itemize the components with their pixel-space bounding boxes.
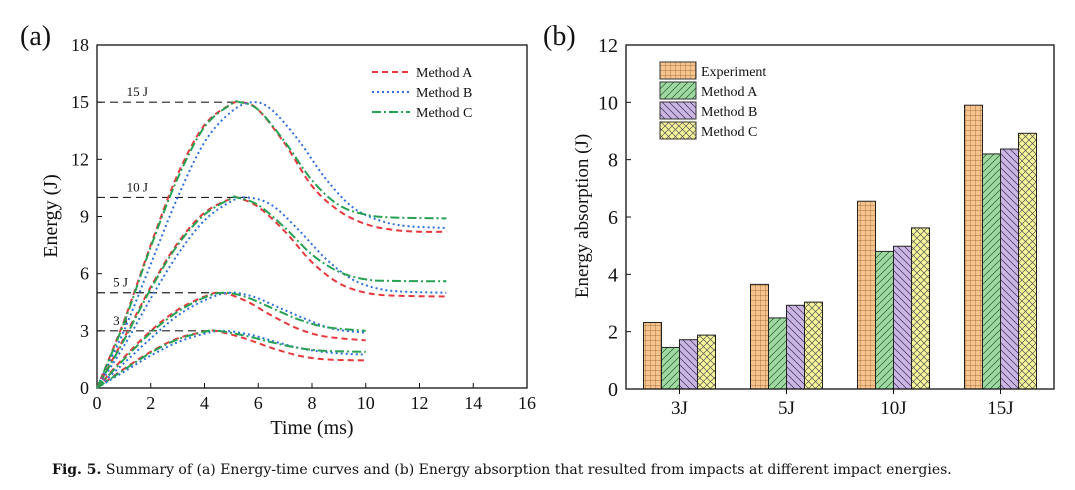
legend-label: Experiment xyxy=(701,65,766,80)
y-tick-label: 6 xyxy=(608,207,618,229)
y-tick-label: 8 xyxy=(608,150,618,172)
y-tick-label: 0 xyxy=(608,379,618,401)
series-line-method-a xyxy=(96,329,366,389)
reference-label: 5 J xyxy=(113,275,128,290)
x-tick-label: 8 xyxy=(308,393,317,413)
bar-method-a xyxy=(875,250,894,390)
y-tick-label: 12 xyxy=(598,35,618,57)
x-tick-label: 4 xyxy=(200,393,209,413)
bar-method-b xyxy=(679,339,698,390)
legend-swatch xyxy=(659,101,697,120)
panel-a-label: (a) xyxy=(20,21,51,52)
legend-label: Method B xyxy=(701,105,757,120)
series-line-method-a xyxy=(96,291,366,389)
series-line-method-c xyxy=(96,329,366,389)
x-tick-label: 5J xyxy=(778,398,795,419)
legend-label: Method A xyxy=(701,85,758,100)
series-line-method-b xyxy=(96,329,366,389)
y-tick-label: 12 xyxy=(71,149,89,169)
legend-label: Method B xyxy=(416,86,472,101)
y-axis-title-b: Energy absorption (J) xyxy=(572,134,593,298)
caption-text: Summary of (a) Energy-time curves and (b… xyxy=(105,462,952,478)
y-tick-label: 15 xyxy=(71,92,89,112)
series-line-method-a xyxy=(96,100,447,389)
bar-method-a xyxy=(982,153,1001,390)
series-line-method-b xyxy=(96,291,366,389)
series-line-method-a xyxy=(96,195,447,389)
legend-label: Method C xyxy=(416,106,472,121)
legend-label: Method C xyxy=(701,125,757,140)
series-line-method-c xyxy=(96,100,447,389)
x-tick-label: 3J xyxy=(671,398,688,419)
series-line-method-c xyxy=(96,195,447,389)
y-tick-label: 4 xyxy=(608,264,618,286)
figure-caption: Fig. 5. Summary of (a) Energy-time curve… xyxy=(52,462,952,478)
x-tick-label: 16 xyxy=(518,393,536,413)
y-tick-label: 6 xyxy=(80,264,89,284)
legend-swatch xyxy=(659,61,697,80)
x-tick-label: 10J xyxy=(880,398,906,419)
x-tick-label: 10 xyxy=(357,393,375,413)
y-tick-label: 9 xyxy=(80,207,89,227)
series-line-method-b xyxy=(96,196,447,389)
bar-experiment xyxy=(857,200,876,390)
bar-experiment xyxy=(750,283,769,390)
x-tick-label: 15J xyxy=(987,398,1013,419)
legend-label: Method A xyxy=(416,66,473,81)
y-tick-label: 10 xyxy=(598,92,618,114)
bar-method-a xyxy=(768,317,787,390)
series-line-method-c xyxy=(96,291,366,389)
y-axis-title-a: Energy (J) xyxy=(40,174,62,258)
panel-b-label: (b) xyxy=(543,21,576,52)
bar-method-c xyxy=(697,334,716,390)
series-line-method-b xyxy=(96,101,447,389)
energy-absorption-chart: 0 2 4 6 8 10 12 3J 5J 10J 15J Experiment Method A Met… xyxy=(598,35,1055,419)
reference-label: 15 J xyxy=(127,84,148,99)
bar-method-b xyxy=(893,245,912,390)
bar-method-b xyxy=(1000,148,1019,390)
bar-method-c xyxy=(1018,132,1037,390)
y-tick-label: 3 xyxy=(80,321,89,341)
reference-label: 10 J xyxy=(127,179,148,194)
x-axis-title-a: Time (ms) xyxy=(270,417,353,439)
bar-experiment xyxy=(964,104,983,390)
legend-swatch xyxy=(659,81,697,100)
x-tick-label: 0 xyxy=(93,393,102,413)
x-tick-label: 6 xyxy=(254,393,263,413)
x-tick-label: 12 xyxy=(411,393,429,413)
bar-method-c xyxy=(911,227,930,390)
caption-label: Fig. 5. xyxy=(52,462,102,478)
x-tick-label: 2 xyxy=(146,393,155,413)
y-tick-label: 18 xyxy=(71,35,89,55)
y-tick-label: 2 xyxy=(608,322,618,344)
bar-method-c xyxy=(804,301,823,390)
x-tick-label: 14 xyxy=(464,393,482,413)
bar-method-a xyxy=(661,346,680,390)
y-tick-label: 0 xyxy=(80,378,89,398)
legend-swatch xyxy=(659,121,697,140)
bar-method-b xyxy=(786,304,805,390)
bar-experiment xyxy=(643,321,662,390)
